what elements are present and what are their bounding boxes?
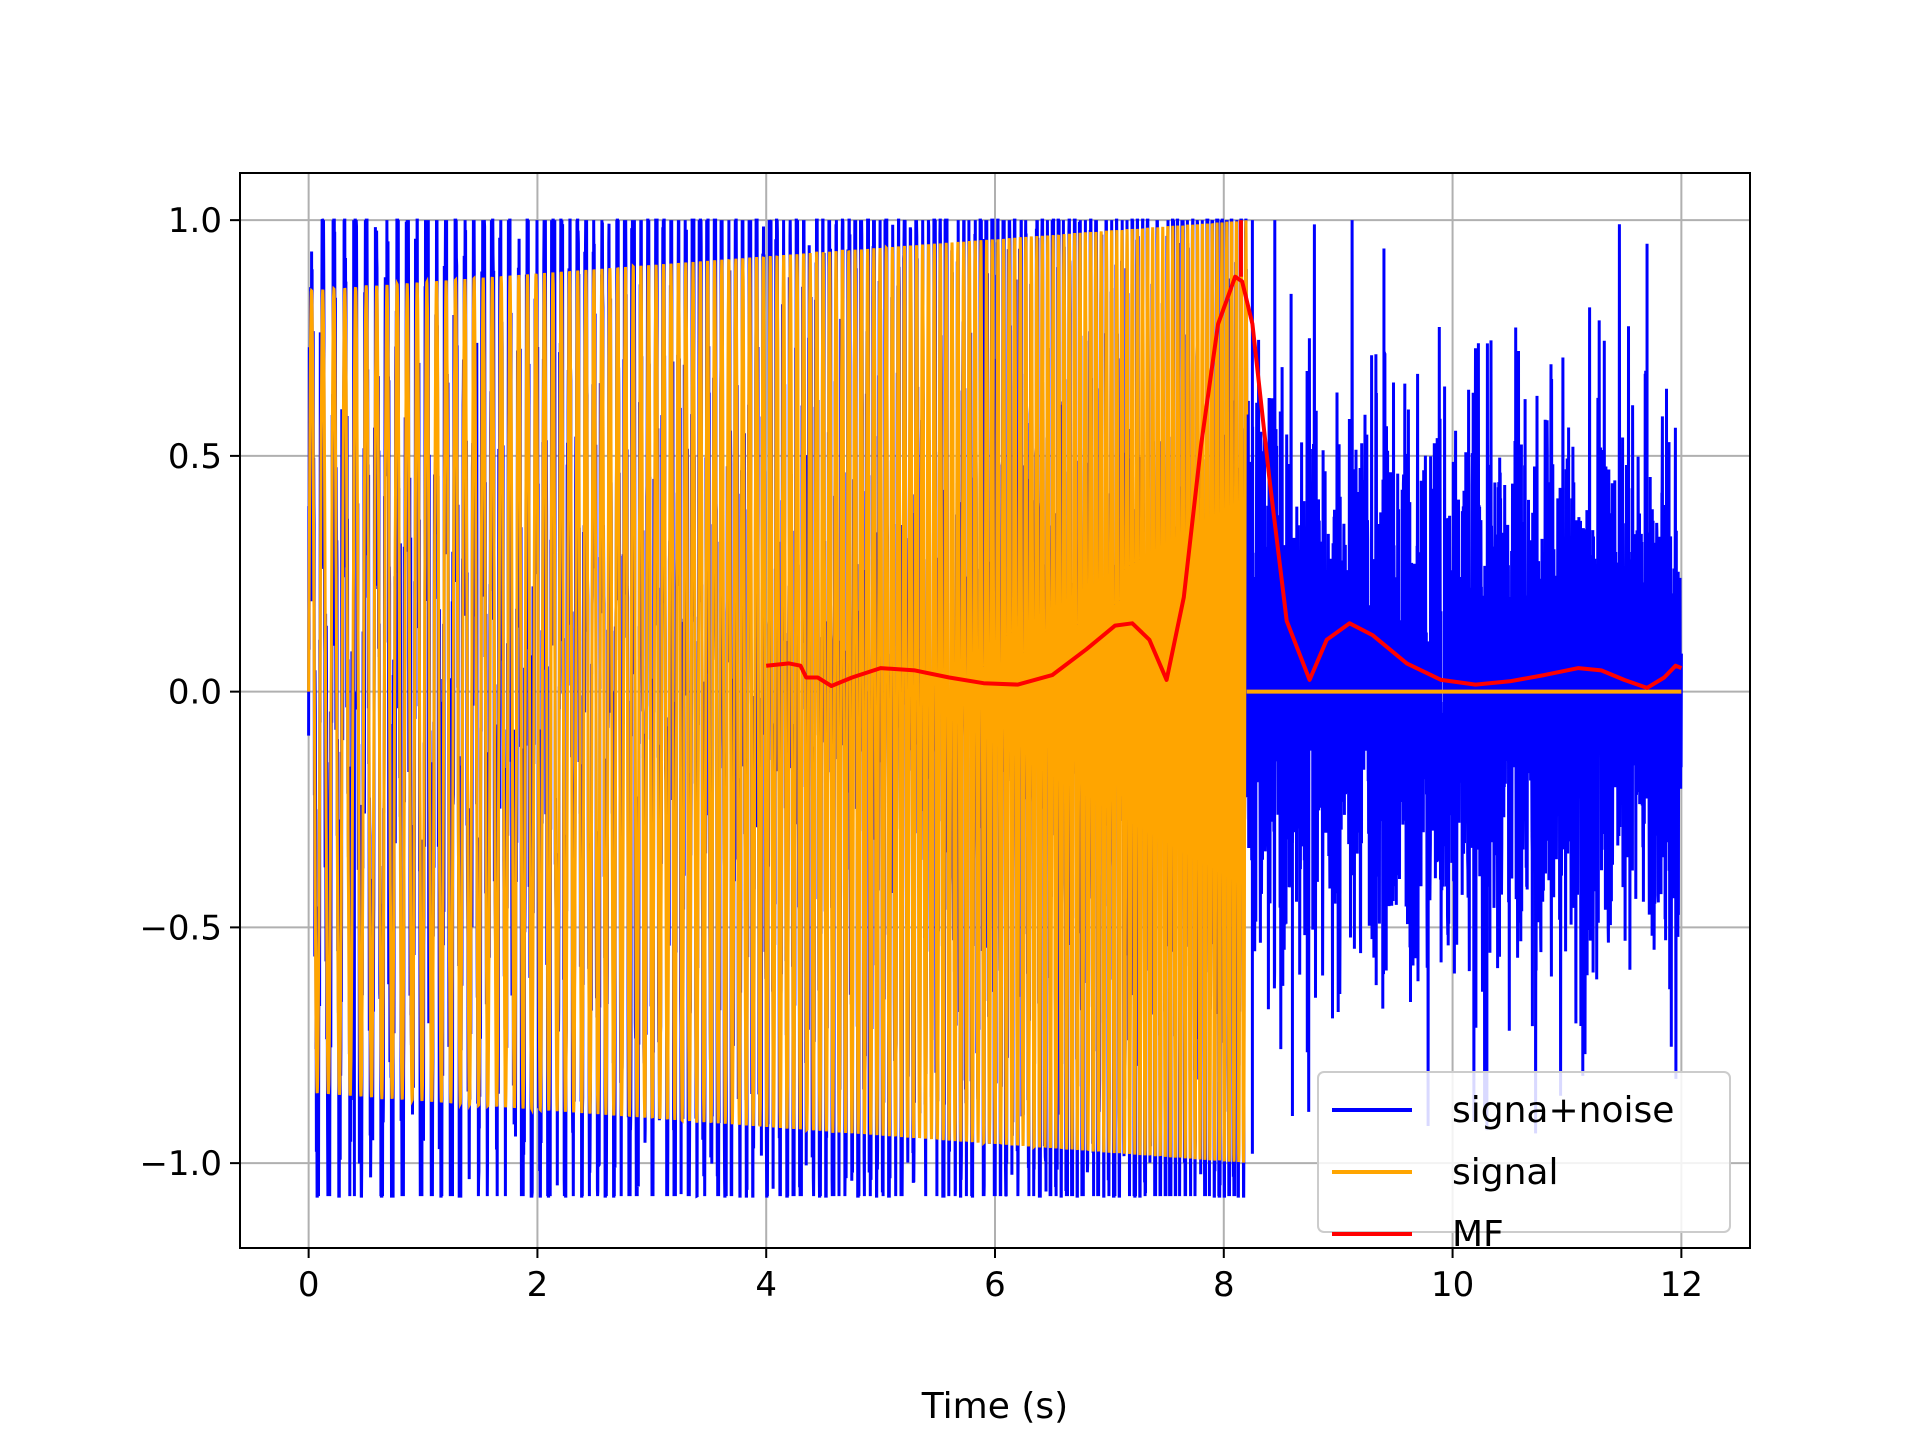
x-tick-label: 10 [1431,1265,1474,1305]
x-tick-label: 0 [298,1265,320,1305]
y-tick-label: −0.5 [139,908,222,948]
series-mf-line [766,274,1683,690]
y-tick-label: 1.0 [168,201,222,241]
legend: signa+noise signal MF [1317,1071,1731,1255]
series-layer [307,218,1683,1199]
y-tick-label: 0.5 [168,437,222,477]
x-tick-label: 6 [984,1265,1006,1305]
x-tick-label: 12 [1660,1265,1703,1305]
x-tick-label: 4 [755,1265,777,1305]
x-tick-label: 2 [527,1265,549,1305]
legend-entry-label: signa+noise [1452,1090,1674,1131]
legend-box [1317,1071,1731,1233]
legend-entry-label: signal [1452,1152,1559,1193]
x-tick-label: 8 [1213,1265,1235,1305]
y-tick-label: 0.0 [168,673,222,713]
y-tick-label: −1.0 [139,1144,222,1184]
legend-entry-label: MF [1452,1214,1504,1255]
series-signal-chirp [307,220,1249,1163]
x-axis-label: Time (s) [921,1386,1068,1427]
ticks: 0 2 4 6 8 10 12 −1.0 −0.5 0.0 0.5 1.0 [139,201,1703,1305]
